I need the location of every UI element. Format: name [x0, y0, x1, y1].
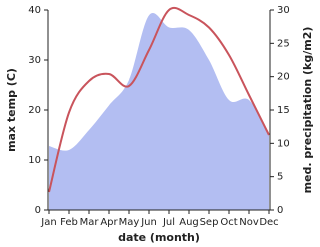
x-tick-label: May: [119, 217, 140, 228]
y-tick-label: 20: [28, 105, 41, 116]
y2-tick-label: 30: [277, 5, 290, 16]
x-axis-title: date (month): [118, 231, 200, 244]
x-tick-label: Dec: [259, 217, 278, 228]
temperature-line: [48, 6, 270, 193]
x-tick-label: Jun: [140, 217, 157, 228]
y-tick-label: 40: [28, 5, 41, 16]
x-tick-label: Sep: [200, 217, 219, 228]
precipitation-area: [49, 12, 269, 211]
y-tick-label: 10: [28, 155, 41, 166]
y2-axis-title: med. precipitation (kg/m2): [301, 27, 314, 194]
x-tick-label: Jul: [162, 217, 175, 228]
y-tick-label: 0: [35, 205, 41, 216]
y2-tick-label: 20: [277, 72, 290, 83]
y-tick-label: 30: [28, 55, 41, 66]
x-tick-label: Aug: [179, 217, 199, 228]
y2-tick-label: 15: [277, 105, 290, 116]
y2-tick-label: 0: [277, 205, 283, 216]
y2-tick-label: 10: [277, 138, 290, 149]
x-tick-label: Feb: [60, 217, 78, 228]
y-axis-title: max temp (C): [5, 68, 18, 152]
x-tick-label: Mar: [80, 217, 100, 228]
x-tick-label: Nov: [239, 217, 259, 228]
x-tick-label: Oct: [220, 217, 237, 228]
x-tick-label: Jan: [40, 217, 56, 228]
y2-tick-label: 25: [277, 38, 290, 49]
x-tick-label: Apr: [100, 217, 118, 228]
y2-tick-label: 5: [277, 172, 283, 183]
